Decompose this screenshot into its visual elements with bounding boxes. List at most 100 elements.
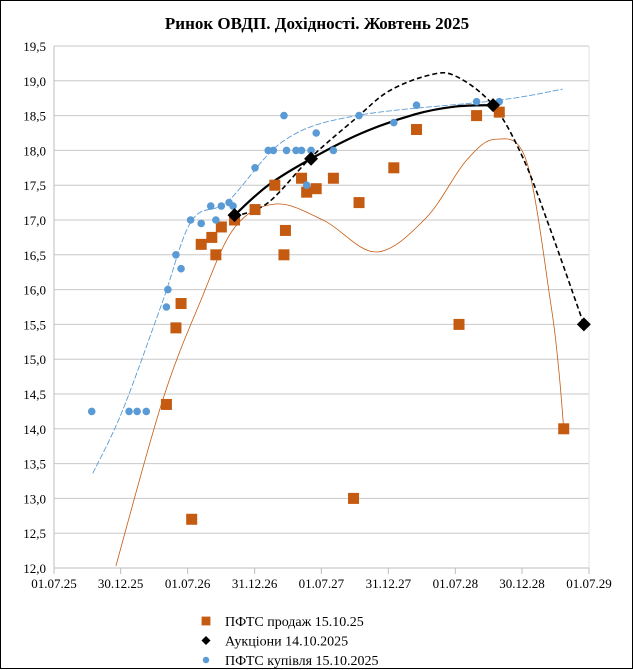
buy-point bbox=[329, 146, 338, 155]
buy-point bbox=[197, 219, 206, 228]
x-tick-label: 01.07.25 bbox=[31, 576, 77, 591]
buy-point bbox=[269, 146, 278, 155]
x-tick-label: 01.07.27 bbox=[299, 576, 345, 591]
y-tick-label: 17,0 bbox=[23, 213, 46, 228]
sell-point bbox=[327, 172, 339, 184]
x-axis-ticks: 01.07.25 30.12.25 01.07.26 31.12.26 01.07.27… bbox=[31, 568, 612, 591]
sell-point bbox=[411, 124, 423, 136]
buy-point bbox=[217, 202, 226, 210]
y-tick-label: 18,5 bbox=[23, 109, 46, 124]
legend-label-sell: ПФТС продаж 15.10.25 bbox=[225, 615, 364, 630]
sell-point bbox=[170, 322, 182, 334]
y-tick-label: 12,0 bbox=[23, 561, 46, 576]
buy-point bbox=[162, 303, 171, 311]
buy-trendline bbox=[92, 88, 563, 474]
y-tick-label: 14,0 bbox=[23, 422, 46, 437]
y-tick-label: 16,0 bbox=[23, 283, 46, 298]
buy-point bbox=[412, 101, 421, 109]
sell-point bbox=[353, 197, 365, 209]
legend-label-buy: ПФТС купівля 15.10.2025 bbox=[225, 654, 379, 669]
buy-point bbox=[186, 216, 195, 224]
sell-point bbox=[269, 179, 281, 191]
y-tick-label: 15,5 bbox=[23, 317, 46, 332]
x-tick-label: 01.07.29 bbox=[566, 576, 612, 591]
y-tick-label: 19,5 bbox=[23, 39, 46, 54]
sell-point bbox=[388, 162, 400, 174]
x-tick-label: 30.12.28 bbox=[499, 576, 545, 591]
sell-point bbox=[160, 398, 172, 410]
x-tick-label: 01.07.28 bbox=[433, 576, 479, 591]
gridlines bbox=[53, 45, 590, 569]
sell-point bbox=[186, 513, 198, 525]
sell-point bbox=[249, 204, 261, 216]
sell-point bbox=[206, 231, 218, 243]
sell-point bbox=[558, 423, 570, 435]
x-tick-label: 30.12.25 bbox=[98, 576, 144, 591]
y-tick-label: 14,5 bbox=[23, 387, 46, 402]
sell-point bbox=[278, 249, 290, 261]
buy-point bbox=[307, 146, 315, 155]
buy-point bbox=[229, 202, 237, 210]
sell-point bbox=[215, 221, 227, 233]
sell-point bbox=[453, 318, 465, 330]
buy-point bbox=[390, 118, 398, 127]
sell-point bbox=[301, 186, 313, 198]
legend-label-auction: Аукціони 14.10.2025 bbox=[225, 635, 348, 650]
buy-point bbox=[292, 146, 300, 155]
legend-marker-sell bbox=[201, 616, 211, 626]
chart-title: Ринок ОВДП. Дохідності. Жовтень 2025 bbox=[165, 14, 469, 33]
auction-point bbox=[227, 208, 242, 223]
sell-point bbox=[279, 224, 291, 236]
x-tick-label: 31.12.26 bbox=[232, 576, 278, 591]
sell-point bbox=[195, 238, 207, 250]
buy-point bbox=[172, 251, 180, 259]
buy-point bbox=[142, 407, 151, 416]
x-tick-label: 31.12.27 bbox=[366, 576, 412, 591]
y-tick-label: 12,5 bbox=[23, 526, 46, 541]
buy-point bbox=[177, 264, 185, 273]
sell-point bbox=[210, 249, 222, 261]
buy-point bbox=[302, 181, 311, 189]
y-tick-label: 15,0 bbox=[23, 352, 46, 367]
sell-trendline bbox=[115, 138, 565, 567]
buy-point bbox=[164, 285, 172, 294]
y-tick-label: 13,0 bbox=[23, 491, 46, 506]
buy-point bbox=[206, 202, 215, 210]
legend-marker-buy bbox=[202, 656, 210, 664]
y-tick-label: 19,0 bbox=[23, 74, 46, 89]
buy-point bbox=[280, 111, 288, 120]
buy-point bbox=[133, 407, 141, 416]
sell-point bbox=[175, 298, 187, 310]
buy-point bbox=[251, 164, 259, 172]
auction-point bbox=[304, 151, 319, 166]
buy-point bbox=[297, 146, 306, 155]
auction-point bbox=[576, 317, 591, 332]
sell-point bbox=[348, 492, 360, 504]
buy-point bbox=[472, 97, 481, 106]
buy-point bbox=[355, 111, 363, 120]
legend-marker-auction bbox=[201, 635, 211, 646]
sell-point bbox=[310, 183, 322, 195]
trendlines bbox=[92, 71, 585, 567]
x-tick-label: 01.07.26 bbox=[165, 576, 211, 591]
buy-point bbox=[312, 129, 320, 137]
sell-point bbox=[493, 106, 505, 118]
buy-point bbox=[282, 146, 291, 155]
auction-point bbox=[486, 98, 501, 113]
auction-trendline-dashed bbox=[234, 71, 585, 325]
y-axis-ticks: 12,0 12,5 13,0 13,5 14,0 14,5 15,0 15,5 16,0 16,5… bbox=[23, 39, 46, 576]
buy-point bbox=[87, 407, 96, 416]
legend: ПФТС продаж 15.10.25 Аукціони 14.10.2025 П… bbox=[201, 615, 379, 669]
y-tick-label: 16,5 bbox=[23, 248, 46, 263]
auction-trendline bbox=[233, 104, 494, 216]
buy-point bbox=[125, 407, 133, 416]
buy-point bbox=[212, 216, 220, 224]
y-tick-label: 13,5 bbox=[23, 457, 46, 472]
sell-point bbox=[471, 110, 483, 122]
data-points bbox=[87, 97, 591, 525]
sell-point bbox=[296, 172, 308, 184]
y-tick-label: 18,0 bbox=[23, 143, 46, 158]
y-tick-label: 17,5 bbox=[23, 178, 46, 193]
